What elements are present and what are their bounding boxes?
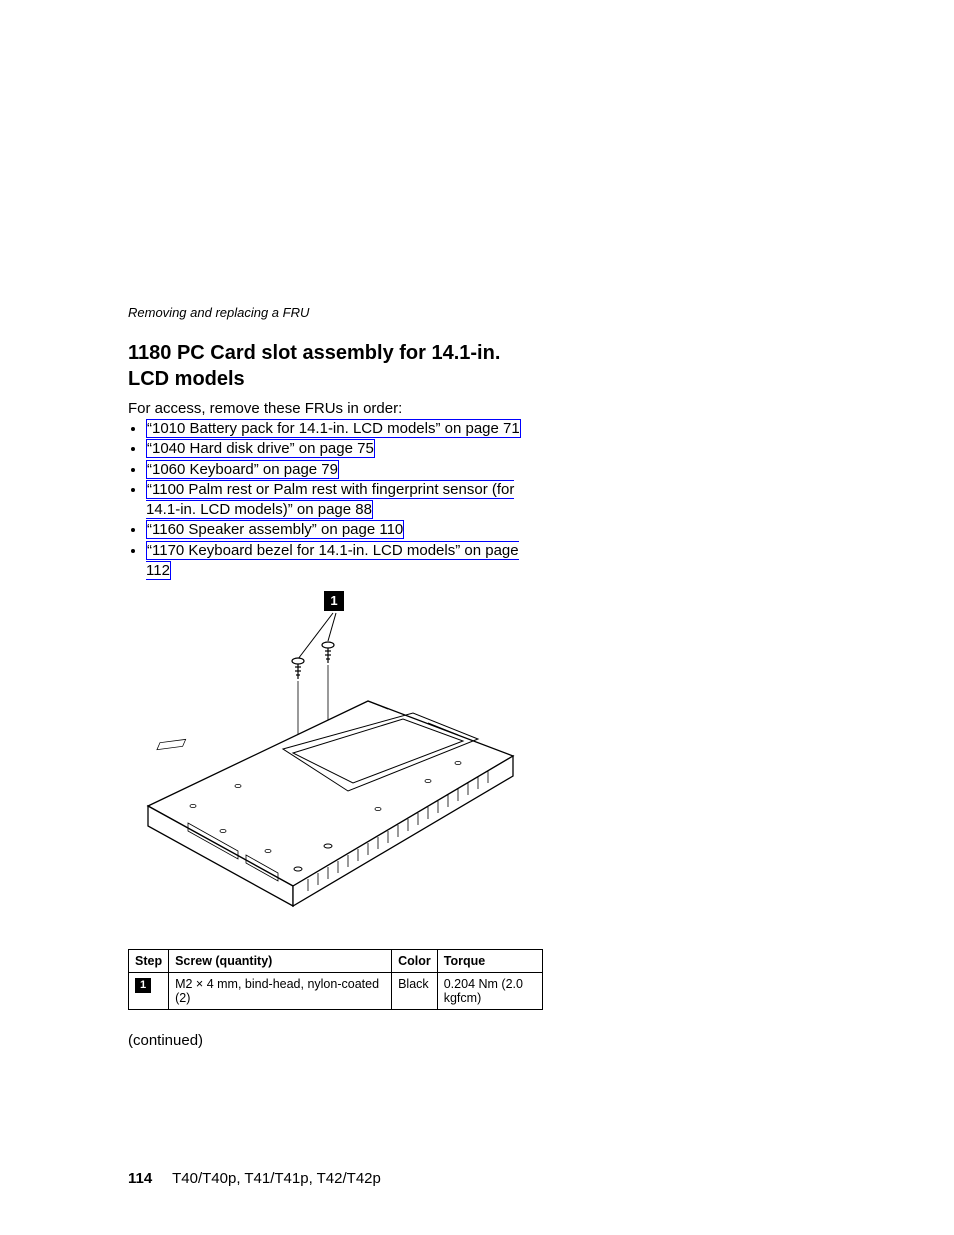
running-header: Removing and replacing a FRU <box>128 305 543 320</box>
th-color: Color <box>392 950 438 973</box>
list-item: “1100 Palm rest or Palm rest with finger… <box>146 480 543 521</box>
footer-model-text: T40/T40p, T41/T41p, T42/T42p <box>172 1170 381 1187</box>
continued-label: (continued) <box>128 1032 543 1049</box>
xref-link[interactable]: “1160 Speaker assembly” on page 110 <box>146 520 404 539</box>
td-screw: M2 × 4 mm, bind-head, nylon-coated (2) <box>169 973 392 1010</box>
td-color: Black <box>392 973 438 1010</box>
title-line-2: LCD models <box>128 368 245 390</box>
page-number: 114 <box>128 1170 152 1187</box>
xref-link[interactable]: “1100 Palm rest or Palm rest with finger… <box>146 480 514 519</box>
th-screw: Screw (quantity) <box>169 950 392 973</box>
xref-link[interactable]: “1010 Battery pack for 14.1-in. LCD mode… <box>146 419 521 438</box>
td-torque: 0.204 Nm (2.0 kgfcm) <box>437 973 542 1010</box>
th-step: Step <box>129 950 169 973</box>
exploded-diagram: 1 <box>128 591 523 921</box>
list-item: “1160 Speaker assembly” on page 110 <box>146 520 543 540</box>
page-footer: 114 T40/T40p, T41/T41p, T42/T42p <box>128 1170 381 1187</box>
fru-prereq-list: “1010 Battery pack for 14.1-in. LCD mode… <box>128 419 543 581</box>
laptop-illustration <box>128 591 523 921</box>
section-title: 1180 PC Card slot assembly for 14.1-in. … <box>128 340 543 392</box>
th-torque: Torque <box>437 950 542 973</box>
screw-table: Step Screw (quantity) Color Torque 1 M2 … <box>128 949 543 1010</box>
xref-link[interactable]: “1170 Keyboard bezel for 14.1-in. LCD mo… <box>146 541 519 580</box>
table-row: 1 M2 × 4 mm, bind-head, nylon-coated (2)… <box>129 973 543 1010</box>
list-item: “1060 Keyboard” on page 79 <box>146 460 543 480</box>
list-item: “1040 Hard disk drive” on page 75 <box>146 439 543 459</box>
intro-text: For access, remove these FRUs in order: <box>128 400 543 417</box>
title-line-1: 1180 PC Card slot assembly for 14.1-in. <box>128 342 500 364</box>
step-badge: 1 <box>135 978 151 993</box>
list-item: “1010 Battery pack for 14.1-in. LCD mode… <box>146 419 543 439</box>
xref-link[interactable]: “1040 Hard disk drive” on page 75 <box>146 439 375 458</box>
xref-link[interactable]: “1060 Keyboard” on page 79 <box>146 460 339 479</box>
list-item: “1170 Keyboard bezel for 14.1-in. LCD mo… <box>146 541 543 582</box>
